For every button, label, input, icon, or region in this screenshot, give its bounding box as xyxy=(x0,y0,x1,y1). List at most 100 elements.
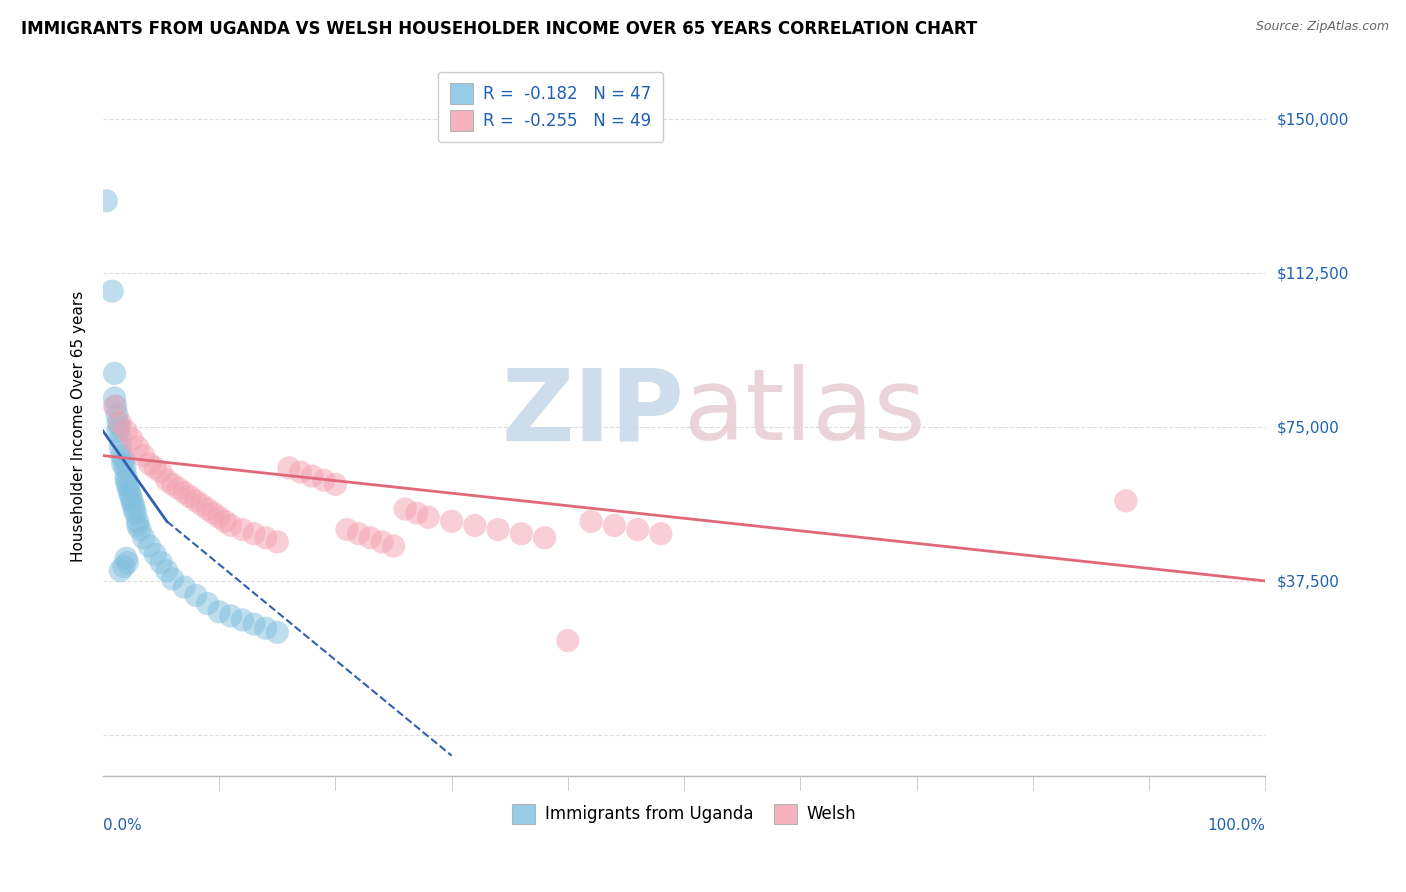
Point xyxy=(127,514,149,528)
Point xyxy=(111,457,134,471)
Point xyxy=(219,518,242,533)
Point xyxy=(156,473,179,487)
Point xyxy=(107,416,129,430)
Point xyxy=(105,408,128,422)
Point xyxy=(110,441,132,455)
Point xyxy=(107,424,129,438)
Point xyxy=(156,564,179,578)
Point xyxy=(179,490,201,504)
Point xyxy=(312,473,335,487)
Point xyxy=(336,523,359,537)
Point xyxy=(579,514,602,528)
Point xyxy=(162,572,184,586)
Text: atlas: atlas xyxy=(685,364,925,461)
Point xyxy=(110,449,132,463)
Point xyxy=(117,482,139,496)
Point xyxy=(440,514,463,528)
Point xyxy=(167,482,190,496)
Point xyxy=(118,485,141,500)
Point xyxy=(190,498,212,512)
Point xyxy=(143,547,166,561)
Point xyxy=(243,617,266,632)
Text: 0.0%: 0.0% xyxy=(103,818,142,833)
Point xyxy=(127,518,149,533)
Point xyxy=(103,367,125,381)
Point xyxy=(173,580,195,594)
Point xyxy=(110,416,132,430)
Point xyxy=(162,477,184,491)
Point xyxy=(124,502,146,516)
Point xyxy=(138,457,160,471)
Point xyxy=(104,399,127,413)
Point xyxy=(132,449,155,463)
Point xyxy=(103,399,125,413)
Point xyxy=(110,432,132,446)
Point xyxy=(173,485,195,500)
Point xyxy=(219,608,242,623)
Point xyxy=(110,564,132,578)
Text: Source: ZipAtlas.com: Source: ZipAtlas.com xyxy=(1256,20,1389,33)
Point xyxy=(115,424,138,438)
Point xyxy=(277,461,299,475)
Point xyxy=(243,526,266,541)
Point xyxy=(418,510,440,524)
Point xyxy=(197,597,219,611)
Point xyxy=(121,432,143,446)
Point xyxy=(150,465,173,479)
Point xyxy=(117,477,139,491)
Point xyxy=(266,625,288,640)
Point xyxy=(359,531,381,545)
Point xyxy=(114,461,136,475)
Point xyxy=(115,473,138,487)
Point xyxy=(184,588,207,602)
Point xyxy=(208,605,231,619)
Point xyxy=(254,531,277,545)
Point xyxy=(301,469,323,483)
Text: ZIP: ZIP xyxy=(502,364,685,461)
Point xyxy=(124,506,146,520)
Point xyxy=(510,526,533,541)
Point xyxy=(231,613,253,627)
Point xyxy=(208,510,231,524)
Point xyxy=(266,535,288,549)
Legend: Immigrants from Uganda, Welsh: Immigrants from Uganda, Welsh xyxy=(505,797,863,830)
Point xyxy=(394,502,416,516)
Point xyxy=(214,514,236,528)
Point xyxy=(197,502,219,516)
Point xyxy=(464,518,486,533)
Point xyxy=(405,506,427,520)
Point xyxy=(96,194,118,208)
Point xyxy=(112,452,135,467)
Point xyxy=(231,523,253,537)
Text: 100.0%: 100.0% xyxy=(1208,818,1265,833)
Point xyxy=(101,284,124,298)
Point xyxy=(132,531,155,545)
Point xyxy=(127,441,149,455)
Text: IMMIGRANTS FROM UGANDA VS WELSH HOUSEHOLDER INCOME OVER 65 YEARS CORRELATION CHA: IMMIGRANTS FROM UGANDA VS WELSH HOUSEHOL… xyxy=(21,20,977,37)
Point xyxy=(627,523,650,537)
Point xyxy=(486,523,509,537)
Point xyxy=(290,465,312,479)
Point xyxy=(117,556,139,570)
Point xyxy=(115,469,138,483)
Point xyxy=(184,493,207,508)
Point xyxy=(103,391,125,405)
Y-axis label: Householder Income Over 65 years: Householder Income Over 65 years xyxy=(72,291,86,563)
Point xyxy=(254,621,277,635)
Point xyxy=(143,461,166,475)
Point xyxy=(202,506,225,520)
Point xyxy=(325,477,347,491)
Point xyxy=(371,535,394,549)
Point xyxy=(150,556,173,570)
Point xyxy=(138,539,160,553)
Point xyxy=(120,490,142,504)
Point xyxy=(533,531,555,545)
Point xyxy=(108,419,131,434)
Point xyxy=(112,559,135,574)
Point xyxy=(347,526,370,541)
Point xyxy=(129,523,152,537)
Point xyxy=(122,498,145,512)
Point xyxy=(1115,493,1137,508)
Point xyxy=(603,518,626,533)
Point xyxy=(115,551,138,566)
